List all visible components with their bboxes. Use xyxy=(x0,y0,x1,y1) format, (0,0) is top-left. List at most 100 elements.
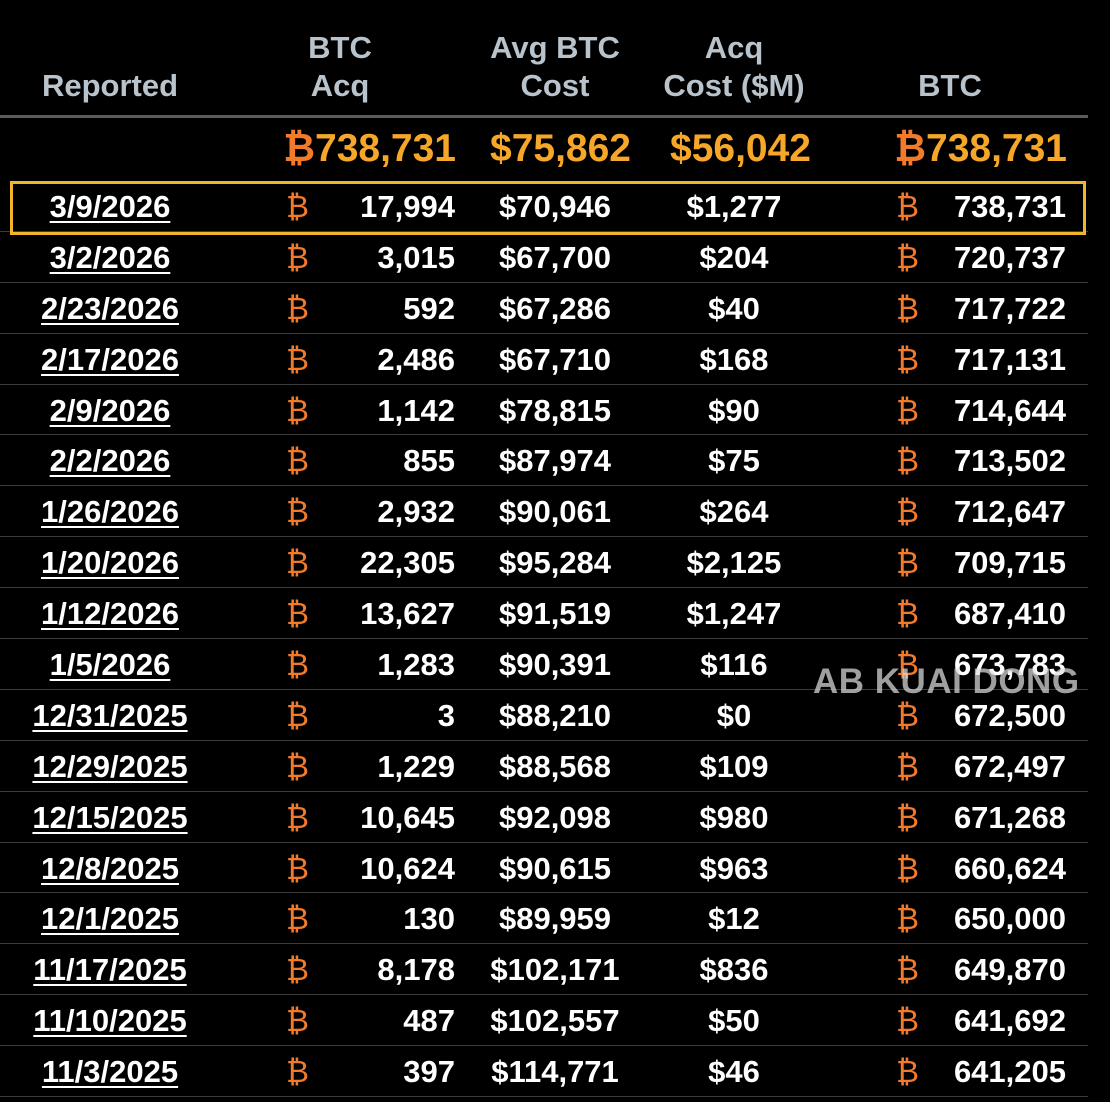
table-row: 1/26/2026 ₿ 2,932 $90,061 $264 ₿ 712,647 xyxy=(0,486,1088,538)
reported-date-link[interactable]: 1/20/2026 xyxy=(41,545,179,581)
total-btc: ₿738,731 xyxy=(894,124,1067,174)
btc-acq-cell: 855 xyxy=(403,443,455,479)
btc-acq-cell: 2,932 xyxy=(377,494,455,530)
btc-total-cell: 717,722 xyxy=(953,290,1066,326)
reported-date-link[interactable]: 12/8/2025 xyxy=(41,850,179,886)
bitcoin-icon: ₿ xyxy=(286,952,309,988)
btc-total-cell: 672,500 xyxy=(953,697,1066,733)
bitcoin-icon: ₿ xyxy=(896,1054,919,1090)
bitcoin-icon: ₿ xyxy=(896,596,919,632)
header-acq-cost[interactable]: Acq Cost ($M) xyxy=(663,30,805,103)
btc-acq-cell: 22,305 xyxy=(360,545,455,581)
avg-cost-cell: $91,519 xyxy=(498,596,612,632)
reported-date-link[interactable]: 12/1/2025 xyxy=(41,901,179,937)
reported-date-link[interactable]: 11/3/2025 xyxy=(41,1054,179,1090)
btc-total-cell: 672,497 xyxy=(953,748,1066,784)
reported-date-link[interactable]: 3/2/2026 xyxy=(49,239,171,275)
btc-total-cell: 712,647 xyxy=(953,494,1066,530)
header-btc-acq[interactable]: BTC Acq xyxy=(308,30,372,103)
btc-acq-cell: 592 xyxy=(403,290,455,326)
reported-date-link[interactable]: 1/5/2026 xyxy=(49,647,171,683)
bitcoin-icon: ₿ xyxy=(286,748,309,784)
table-row: 2/9/2026 ₿ 1,142 $78,815 $90 ₿ 714,644 xyxy=(0,385,1088,436)
reported-date-link[interactable]: 11/17/2025 xyxy=(33,952,187,988)
bitcoin-icon: ₿ xyxy=(286,901,309,937)
bitcoin-icon: ₿ xyxy=(896,850,919,886)
bitcoin-icon: ₿ xyxy=(896,697,919,733)
bitcoin-icon: ₿ xyxy=(896,341,919,377)
totals-row: ₿738,731 $75,862 $56,042 ₿738,731 xyxy=(0,118,1088,181)
bitcoin-icon: ₿ xyxy=(286,799,309,835)
reported-date-link[interactable]: 3/9/2026 xyxy=(49,189,171,224)
btc-total-cell: 660,624 xyxy=(953,850,1066,886)
reported-date-link[interactable]: 2/2/2026 xyxy=(49,443,171,479)
reported-date-link[interactable]: 11/10/2025 xyxy=(33,1003,187,1039)
avg-cost-cell: $88,568 xyxy=(498,748,612,784)
bitcoin-icon: ₿ xyxy=(896,647,919,683)
btc-acq-cell: 3,015 xyxy=(377,239,455,275)
table-row: 12/29/2025 ₿ 1,229 $88,568 $109 ₿ 672,497 xyxy=(0,741,1088,792)
bitcoin-icon: ₿ xyxy=(896,1003,919,1039)
avg-cost-cell: $92,098 xyxy=(498,799,612,835)
bitcoin-icon: ₿ xyxy=(896,952,919,988)
header-avg-btc-cost[interactable]: Avg BTC Cost xyxy=(490,30,620,103)
acq-cost-cell: $90 xyxy=(708,392,760,428)
bitcoin-icon: ₿ xyxy=(286,290,309,326)
total-btc-acq: ₿738,731 xyxy=(283,124,456,174)
reported-date-link[interactable]: 2/17/2026 xyxy=(41,341,179,377)
btc-total-cell: 649,870 xyxy=(953,952,1066,988)
bitcoin-icon: ₿ xyxy=(286,392,309,428)
avg-cost-cell: $95,284 xyxy=(498,545,612,581)
bitcoin-icon: ₿ xyxy=(286,596,309,632)
acq-cost-cell: $46 xyxy=(708,1054,760,1090)
acq-cost-cell: $1,247 xyxy=(686,596,782,632)
acq-cost-cell: $980 xyxy=(699,799,769,835)
reported-date-link[interactable]: 2/23/2026 xyxy=(41,290,179,326)
reported-date-link[interactable]: 1/12/2026 xyxy=(41,596,179,632)
btc-acq-cell: 1,229 xyxy=(377,748,455,784)
reported-date-link[interactable]: 2/9/2026 xyxy=(49,392,171,428)
reported-date-link[interactable]: 1/26/2026 xyxy=(41,494,179,530)
avg-cost-cell: $87,974 xyxy=(498,443,612,479)
reported-date-link[interactable]: 12/15/2025 xyxy=(32,799,188,835)
total-btc-acq-value: 738,731 xyxy=(315,127,456,170)
avg-cost-cell: $102,171 xyxy=(490,952,620,988)
btc-total-cell: 714,644 xyxy=(953,392,1066,428)
reported-date-link[interactable]: 12/29/2025 xyxy=(32,748,188,784)
reported-date-link[interactable]: 12/31/2025 xyxy=(32,697,188,733)
bitcoin-icon: ₿ xyxy=(283,127,316,170)
avg-cost-cell: $90,391 xyxy=(498,647,612,683)
bitcoin-icon: ₿ xyxy=(896,545,919,581)
table-row: 12/1/2025 ₿ 130 $89,959 $12 ₿ 650,000 xyxy=(0,893,1088,945)
btc-acq-cell: 8,178 xyxy=(377,952,455,988)
bitcoin-icon: ₿ xyxy=(286,443,309,479)
btc-acq-cell: 2,486 xyxy=(377,341,455,377)
total-btc-value: 738,731 xyxy=(926,127,1067,170)
btc-acq-cell: 3 xyxy=(437,697,455,733)
table-row: 2/17/2026 ₿ 2,486 $67,710 $168 ₿ 717,131 xyxy=(0,334,1088,385)
btc-acq-cell: 1,142 xyxy=(377,392,455,428)
header-reported[interactable]: Reported xyxy=(41,68,179,103)
btc-total-cell: 687,410 xyxy=(953,596,1066,632)
btc-acq-cell: 130 xyxy=(403,901,455,937)
acq-cost-cell: $12 xyxy=(708,901,760,937)
bitcoin-icon: ₿ xyxy=(896,239,919,275)
btc-acq-cell: 10,624 xyxy=(360,850,455,886)
btc-total-cell: 709,715 xyxy=(953,545,1066,581)
avg-cost-cell: $78,815 xyxy=(498,392,612,428)
avg-cost-cell: $90,615 xyxy=(498,850,612,886)
acq-cost-cell: $75 xyxy=(708,443,760,479)
avg-cost-cell: $70,946 xyxy=(498,189,612,224)
btc-total-cell: 673,783 xyxy=(953,647,1066,683)
bitcoin-icon: ₿ xyxy=(896,748,919,784)
bitcoin-icon: ₿ xyxy=(896,799,919,835)
table-row: 1/12/2026 ₿ 13,627 $91,519 $1,247 ₿ 687,410 xyxy=(0,588,1088,640)
btc-acq-cell: 17,994 xyxy=(360,189,455,224)
btc-total-cell: 717,131 xyxy=(953,341,1066,377)
bitcoin-icon: ₿ xyxy=(896,189,919,224)
table-row: 11/17/2025 ₿ 8,178 $102,171 $836 ₿ 649,870 xyxy=(0,944,1088,996)
acq-cost-cell: $0 xyxy=(716,697,752,733)
header-btc[interactable]: BTC xyxy=(918,68,982,103)
bitcoin-icon: ₿ xyxy=(286,341,309,377)
acq-cost-cell: $109 xyxy=(699,748,769,784)
